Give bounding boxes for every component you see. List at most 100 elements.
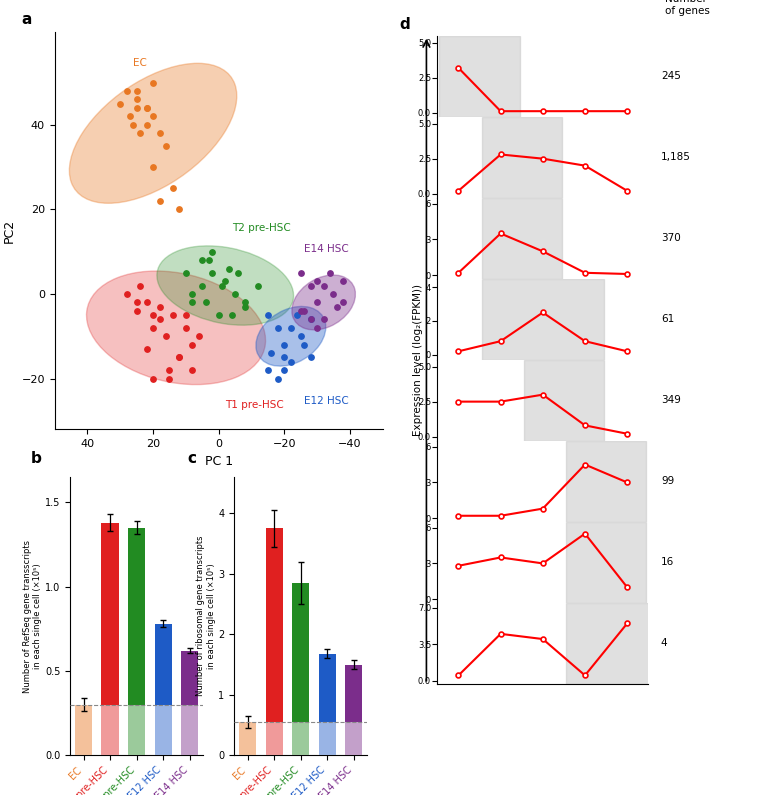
Point: [141, 102, 153, 114]
Bar: [75, 704, 92, 755]
Point: [147, 76, 159, 89]
Text: 99: 99: [661, 476, 674, 487]
Point: [216, 279, 228, 292]
Bar: [239, 722, 256, 755]
Ellipse shape: [157, 246, 294, 325]
Point: [193, 330, 205, 343]
Point: [147, 110, 159, 122]
Text: c: c: [187, 451, 197, 466]
Point: [166, 182, 179, 195]
Point: [153, 127, 166, 140]
Point: [160, 330, 173, 343]
Ellipse shape: [292, 275, 355, 330]
Point: [251, 279, 264, 292]
Point: [311, 321, 323, 334]
Text: 1,185: 1,185: [661, 153, 690, 162]
Point: [239, 296, 251, 308]
Bar: [75, 704, 92, 755]
Point: [141, 296, 153, 308]
Point: [327, 288, 340, 301]
Text: T1 pre-HSC: T1 pre-HSC: [225, 400, 284, 410]
Point: [196, 254, 209, 266]
Bar: [566, 522, 646, 603]
Point: [153, 313, 166, 326]
Point: [147, 308, 159, 321]
Point: [173, 351, 186, 364]
Point: [262, 364, 274, 377]
Point: [330, 301, 343, 313]
Point: [147, 321, 159, 334]
Point: [317, 279, 330, 292]
Bar: [319, 722, 336, 755]
Text: 349: 349: [661, 395, 681, 405]
Point: [294, 330, 307, 343]
Text: a: a: [22, 12, 32, 27]
Point: [134, 127, 146, 140]
Bar: [128, 704, 145, 755]
Point: [305, 313, 317, 326]
Bar: [524, 359, 604, 440]
Point: [229, 288, 241, 301]
Ellipse shape: [87, 271, 266, 385]
Point: [199, 296, 212, 308]
Point: [272, 321, 284, 334]
Point: [294, 266, 307, 279]
Point: [284, 321, 297, 334]
Point: [180, 321, 192, 334]
Point: [186, 288, 198, 301]
Ellipse shape: [256, 306, 326, 366]
Text: 370: 370: [661, 233, 680, 243]
Point: [153, 195, 166, 207]
Text: 61: 61: [661, 314, 674, 324]
Point: [202, 254, 215, 266]
Point: [298, 304, 310, 317]
X-axis label: PC 1: PC 1: [205, 455, 233, 467]
Y-axis label: PC2: PC2: [3, 219, 16, 242]
Point: [278, 364, 291, 377]
Y-axis label: Number of ribosomal gene transcripts
in each single cell (×10⁵): Number of ribosomal gene transcripts in …: [196, 536, 216, 696]
Bar: [102, 522, 119, 755]
Point: [305, 279, 317, 292]
Text: 4: 4: [661, 638, 668, 648]
Bar: [292, 583, 309, 755]
Point: [212, 308, 225, 321]
Point: [324, 266, 337, 279]
Text: 16: 16: [661, 557, 674, 567]
Point: [173, 351, 186, 364]
Point: [147, 161, 159, 173]
Text: b: b: [30, 451, 41, 466]
Text: E12 HSC: E12 HSC: [304, 396, 348, 406]
Text: Expression level (log₂(FPKM)): Expression level (log₂(FPKM)): [413, 284, 423, 436]
Point: [120, 84, 133, 97]
Point: [124, 110, 137, 122]
Text: E14 HSC: E14 HSC: [304, 244, 348, 254]
Point: [317, 313, 330, 326]
Point: [219, 275, 231, 288]
Point: [180, 266, 192, 279]
Y-axis label: Number of RefSeq gene transscripts
in each single cell (×10⁵): Number of RefSeq gene transscripts in ea…: [23, 540, 42, 692]
Bar: [482, 117, 562, 198]
Bar: [440, 36, 519, 117]
Point: [226, 308, 238, 321]
Bar: [566, 440, 646, 522]
Point: [305, 351, 317, 364]
Point: [206, 266, 219, 279]
Point: [337, 296, 350, 308]
Point: [298, 339, 310, 351]
Bar: [128, 528, 145, 755]
Bar: [266, 722, 283, 755]
Point: [206, 246, 219, 258]
Bar: [181, 650, 198, 755]
Point: [130, 93, 143, 106]
Point: [291, 308, 304, 321]
Point: [337, 275, 350, 288]
Point: [147, 372, 159, 385]
Point: [305, 313, 317, 326]
Point: [232, 266, 244, 279]
Point: [278, 339, 291, 351]
Bar: [266, 529, 283, 755]
Point: [141, 343, 153, 355]
Point: [134, 279, 146, 292]
Bar: [292, 722, 309, 755]
Point: [223, 262, 235, 275]
